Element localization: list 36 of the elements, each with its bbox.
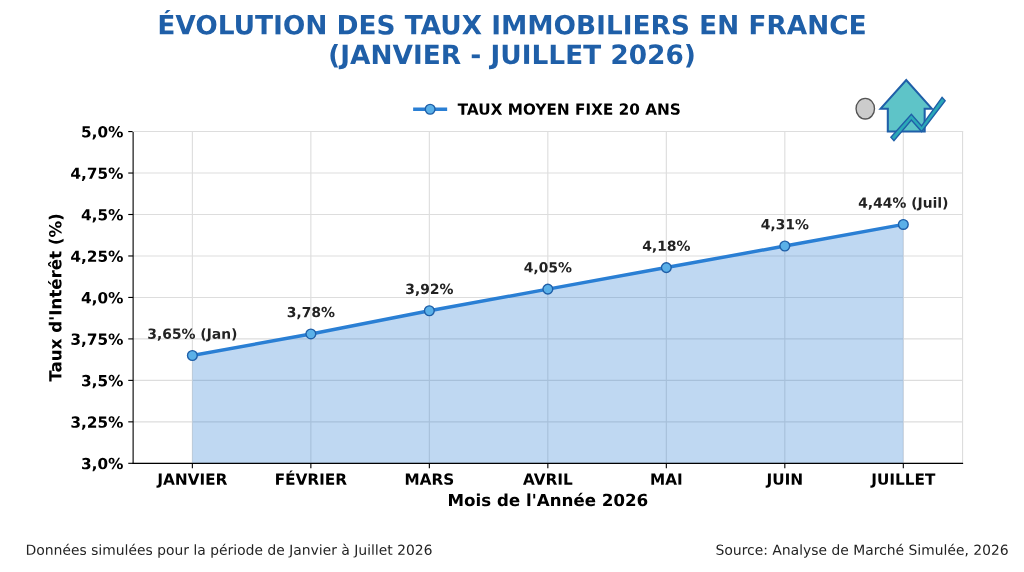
- point: [186, 349, 198, 362]
- point: [423, 305, 435, 317]
- x-tick-label: JUIN: [765, 473, 802, 488]
- y-axis-title: Taux d'Intérêt (%): [48, 214, 64, 382]
- data-label: 3,92%: [406, 283, 453, 296]
- text: Données simulées pour la période de Janvier à Juillet 2026: [26, 543, 432, 558]
- data-label: 4,44% (Juil): [858, 197, 948, 211]
- x-tick-label: MARS: [405, 473, 454, 485]
- y-tick-label: 4,0%: [81, 291, 123, 306]
- data-label: 4,18%: [642, 240, 690, 253]
- x-tick-label: JANVIER: [156, 473, 228, 488]
- x-tick-label: MAI: [651, 473, 682, 485]
- data-label: 4,05%: [524, 262, 572, 275]
- y-tick-label: 3,25%: [71, 416, 123, 430]
- x-tick-label: JUILLET: [870, 473, 936, 488]
- point: [305, 328, 317, 340]
- data-label: 3,78%: [287, 306, 335, 320]
- point: [542, 283, 554, 295]
- y-tick-label: 4,75%: [71, 167, 123, 181]
- legend-label: TAUX MOYEN FIXE 20 ANS: [457, 103, 680, 115]
- chart-title: ÉVOLUTION DES TAUX IMMOBILIERS EN FRANCE (JANVIER - JUILLET 2026): [159, 9, 865, 70]
- source-note: Source: Analyse de Marché Simulée, 2026: [716, 543, 1008, 558]
- y-tick-label: 3,75%: [71, 333, 123, 347]
- x-tick-label: AVRIL: [523, 473, 573, 485]
- point: [897, 218, 909, 231]
- y-tick-label: 3,5%: [82, 374, 123, 389]
- point: [779, 240, 791, 252]
- point: [660, 262, 672, 274]
- x-tick-label: FÉVRIER: [276, 470, 347, 485]
- data-label: 3,65% (Jan): [148, 328, 237, 342]
- y-tick-label: 3,0%: [82, 457, 123, 472]
- y-tick-label: 5,0%: [82, 126, 123, 140]
- data-label: 4,31%: [761, 218, 809, 232]
- x-axis-title: Mois de l'Année 2026: [449, 492, 648, 507]
- y-tick-label: 4,5%: [81, 208, 123, 223]
- y-tick-label: 4,25%: [71, 250, 123, 264]
